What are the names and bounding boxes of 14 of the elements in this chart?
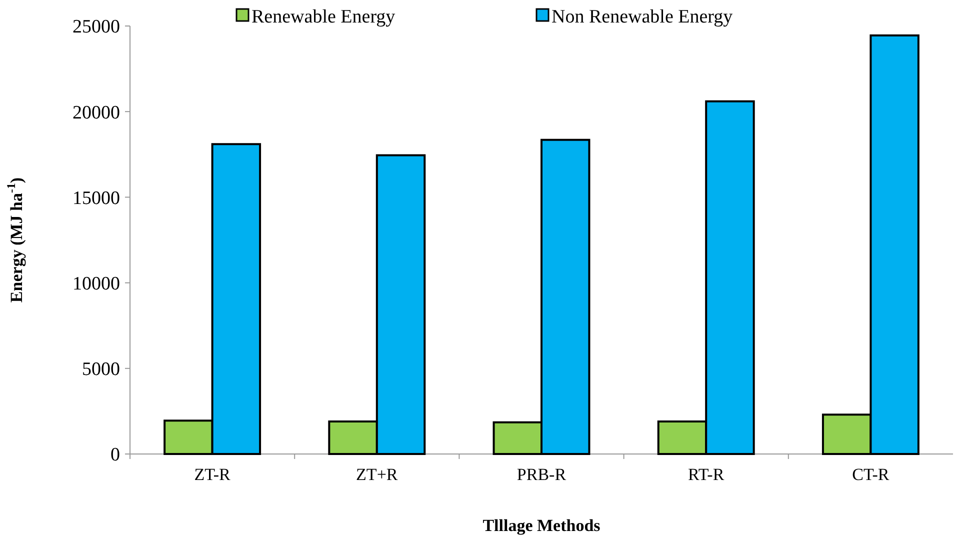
legend-label: Renewable Energy xyxy=(252,6,396,28)
y-tick-label: 5000 xyxy=(82,359,120,380)
x-tick-label: ZT-R xyxy=(194,465,232,484)
y-tick-label: 25000 xyxy=(72,16,120,38)
x-tick-label: PRB-R xyxy=(516,465,567,484)
y-tick-label: 15000 xyxy=(72,188,120,209)
x-axis-title: Tlllage Methods xyxy=(482,516,601,535)
legend-label: Non Renewable Energy xyxy=(552,6,734,28)
x-tick-label: RT-R xyxy=(688,465,725,484)
x-tick-label: ZT+R xyxy=(356,465,398,484)
y-tick-label: 20000 xyxy=(72,102,120,124)
y-tick-label: 0 xyxy=(110,444,120,466)
x-tick-label: CT-R xyxy=(852,465,890,484)
y-tick-label: 10000 xyxy=(72,273,120,294)
